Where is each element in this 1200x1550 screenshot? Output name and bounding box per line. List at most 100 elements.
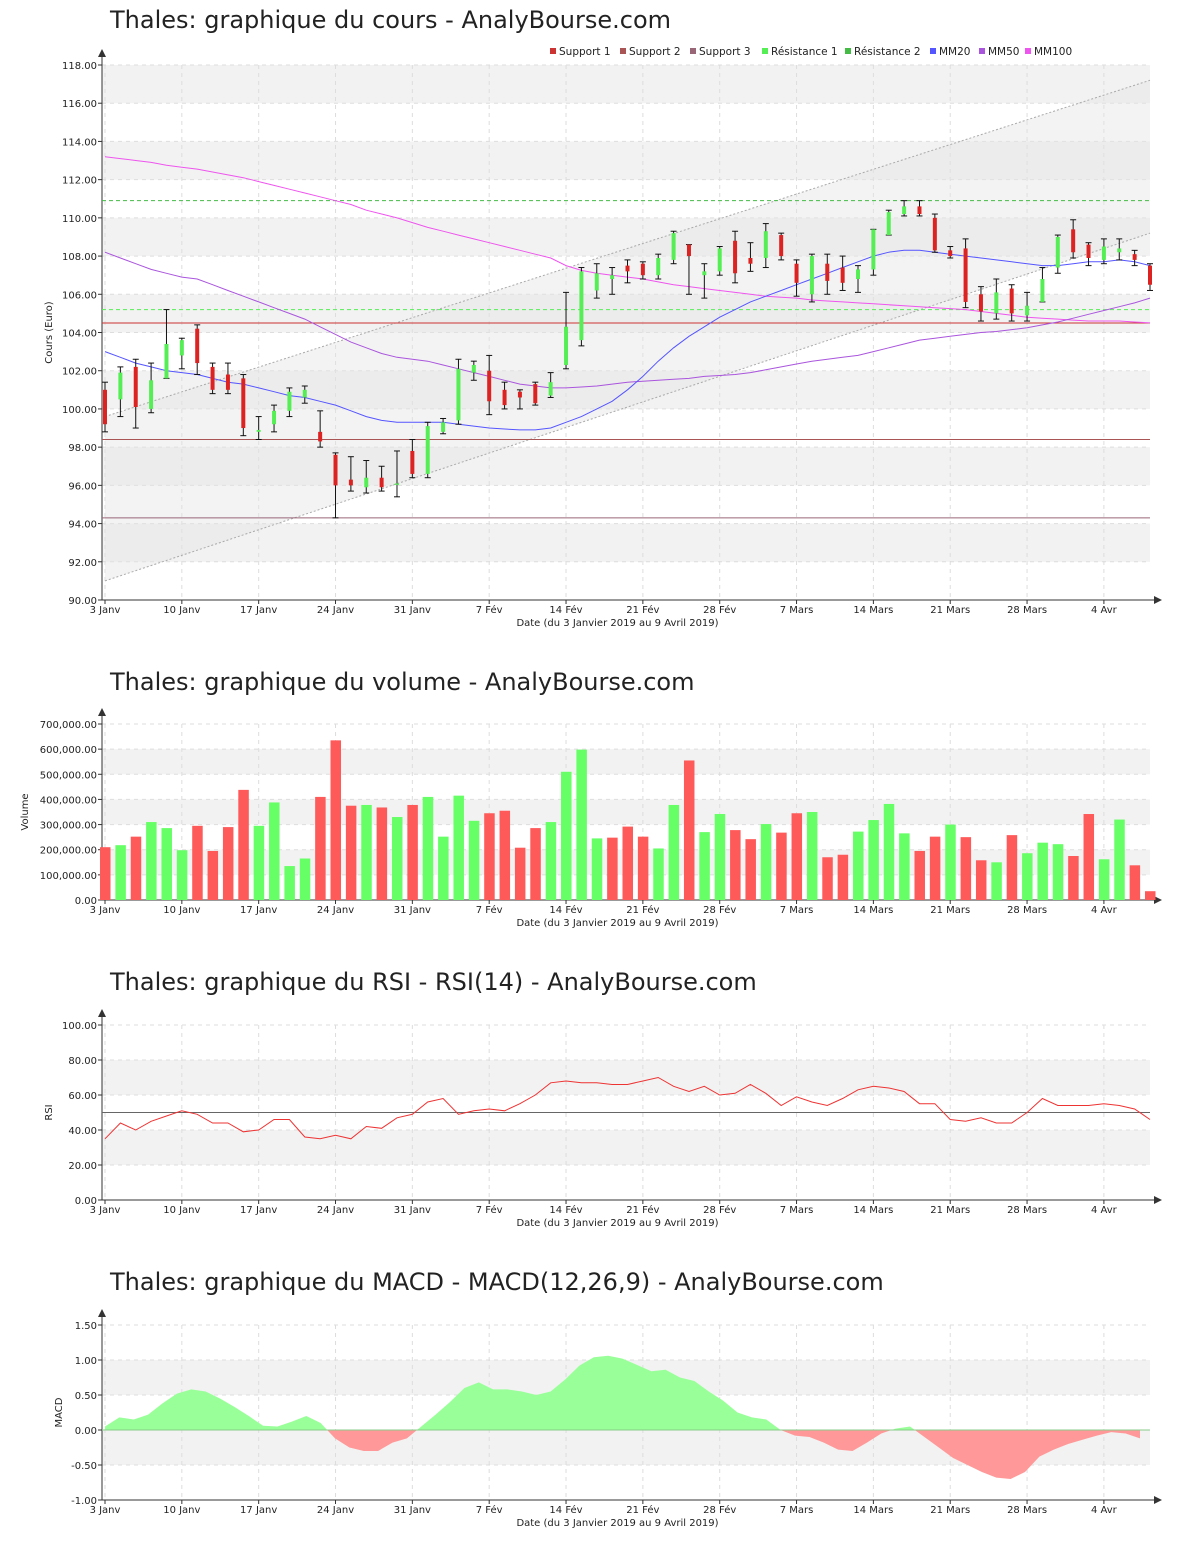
volume-bar [730, 830, 741, 900]
legend-label: Support 2 [629, 46, 681, 58]
candle [532, 381, 539, 406]
x-tick-label: 14 Mars [853, 605, 893, 616]
x-tick-label: 7 Fév [476, 604, 503, 616]
x-tick-label: 17 Janv [240, 605, 277, 616]
volume-bar [146, 822, 157, 900]
candle [670, 230, 677, 265]
candle [639, 261, 646, 280]
macd-negative-area [327, 1430, 417, 1451]
x-tick-label: 21 Mars [930, 1205, 970, 1216]
candle [1039, 267, 1046, 303]
x-tick-label: 4 Avr [1091, 1505, 1118, 1516]
volume-bar [622, 826, 633, 900]
x-tick-label: 21 Mars [930, 905, 970, 916]
x-tick-label: 31 Janv [394, 1505, 431, 1516]
x-tick-label: 3 Janv [90, 605, 121, 616]
candle-body [164, 343, 169, 379]
volume-bar [115, 845, 126, 900]
y-tick-label: 80.00 [68, 1056, 97, 1067]
volume-bar [576, 749, 587, 900]
y-axis-arrow [98, 1009, 106, 1017]
candle-body [241, 378, 246, 429]
legend-swatch [845, 48, 851, 54]
volume-bar [100, 847, 111, 900]
volume-bar [438, 836, 449, 900]
volume-bar [161, 828, 172, 900]
y-tick-label: 110.00 [62, 214, 97, 225]
candle-body [564, 326, 569, 365]
y-tick-label: 106.00 [62, 290, 97, 301]
candle-body [133, 366, 138, 408]
x-tick-label: 7 Fév [476, 1204, 503, 1216]
x-tick-label: 10 Janv [163, 1505, 200, 1516]
volume-bar [683, 760, 695, 900]
y-tick-label: 200,000.00 [40, 846, 97, 857]
legend-swatch [690, 48, 696, 54]
y-axis-arrow [98, 708, 106, 716]
trend-channel-upper [104, 79, 1151, 418]
y-tick-label: -1.00 [71, 1496, 97, 1507]
candle [563, 291, 570, 370]
x-tick-label: 21 Mars [930, 1505, 970, 1516]
candle-body [963, 248, 968, 302]
y-tick-label: 1.50 [75, 1321, 97, 1332]
volume-bar [591, 838, 603, 900]
volume-bar [330, 740, 342, 900]
volume-bar [975, 860, 987, 900]
volume-chart-title: Thales: graphique du volume - AnalyBours… [110, 668, 695, 696]
candle [347, 456, 354, 492]
legend-swatch [930, 48, 936, 54]
y-axis-label: RSI [44, 1104, 55, 1120]
x-tick-label: 7 Mars [780, 905, 814, 916]
legend-label: MM50 [988, 46, 1019, 58]
volume-bar [776, 832, 787, 900]
candle-body [748, 257, 753, 264]
candle-body [886, 212, 891, 236]
x-tick-label: 17 Janv [240, 1205, 277, 1216]
y-tick-label: 60.00 [68, 1091, 97, 1102]
y-tick-label: 100,000.00 [40, 871, 97, 882]
volume-bar [822, 857, 833, 900]
macd-positive-area [891, 1426, 915, 1430]
x-tick-label: 7 Mars [780, 1505, 814, 1516]
volume-bar [945, 824, 956, 900]
candle-body [225, 374, 230, 390]
x-tick-label: 24 Janv [317, 1205, 354, 1216]
candle-body [717, 248, 722, 272]
x-tick-label: 14 Mars [853, 905, 893, 916]
x-tick-label: 14 Fév [549, 604, 582, 616]
candle-body [579, 271, 584, 341]
price-chart-title: Thales: graphique du cours - AnalyBourse… [110, 6, 672, 34]
candle-body [441, 422, 446, 432]
candle-body [548, 382, 553, 396]
candle-body [318, 431, 323, 442]
y-tick-label: 600,000.00 [40, 745, 97, 756]
y-tick-label: 700,000.00 [40, 720, 97, 731]
background-band [102, 749, 1150, 775]
candle-body [1025, 305, 1030, 316]
volume-bar [914, 850, 925, 900]
candle [409, 439, 416, 479]
trend-channel-lower [104, 232, 1151, 582]
candle [793, 259, 800, 297]
candle-body [1117, 248, 1122, 253]
x-tick-label: 7 Fév [476, 1504, 503, 1516]
legend-item: Support 1 [550, 46, 611, 58]
y-tick-label: -0.50 [71, 1461, 97, 1472]
candle [1008, 284, 1015, 322]
volume-bar [238, 789, 249, 900]
candle-body [625, 265, 630, 272]
candle-body [1055, 236, 1060, 268]
volume-bar [545, 822, 557, 900]
y-tick-label: 90.00 [68, 596, 97, 607]
candle-body [195, 328, 200, 364]
volume-bar [699, 832, 710, 900]
candle-body [1086, 244, 1091, 258]
background-band [102, 1130, 1150, 1165]
candle [1054, 234, 1061, 274]
volume-bar [453, 795, 464, 900]
volume-bar [391, 817, 403, 900]
candle-body [1040, 279, 1045, 302]
candle [209, 362, 216, 395]
x-tick-label: 4 Avr [1091, 905, 1118, 916]
